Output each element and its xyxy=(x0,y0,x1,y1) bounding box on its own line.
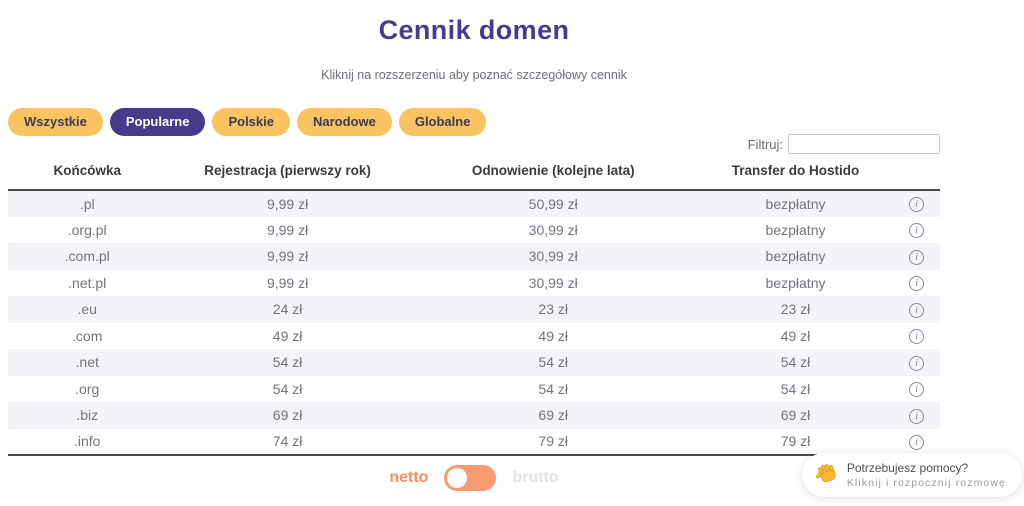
tab-popularne[interactable]: Popularne xyxy=(109,108,206,136)
netto-label: netto xyxy=(389,469,429,486)
table-row[interactable]: .org.pl 9,99 zł 30,99 zł bezpłatny i xyxy=(8,217,940,244)
info-icon[interactable]: i xyxy=(909,197,925,213)
transfer-cell: 49 zł xyxy=(780,327,811,344)
domain-price-table: Końcówka Rejestracja (pierwszy rok) Odno… xyxy=(8,159,940,456)
filter-row: Filtruj: xyxy=(8,133,940,155)
registration-cell: 9,99 zł xyxy=(266,274,309,291)
info-icon[interactable]: i xyxy=(909,302,925,318)
registration-cell: 9,99 zł xyxy=(166,190,409,217)
filter-input[interactable] xyxy=(788,134,940,154)
registration-cell: 74 zł xyxy=(166,428,409,456)
info-cell: i xyxy=(893,323,940,350)
chat-text: Potrzebujesz pomocy? Kliknij i rozpoczni… xyxy=(847,461,1006,489)
table-header-row: Końcówka Rejestracja (pierwszy rok) Odno… xyxy=(8,159,940,191)
info-icon[interactable]: i xyxy=(909,382,925,398)
extension-cell: .org xyxy=(75,380,100,397)
info-icon[interactable]: i xyxy=(909,408,925,424)
chat-subline: Kliknij i rozpocznij rozmowę xyxy=(846,477,1006,489)
table-row[interactable]: .com 49 zł 49 zł 49 zł i xyxy=(8,323,940,350)
info-icon[interactable]: i xyxy=(909,355,925,371)
content-container: Cennik domen Kliknij na rozszerzeniu aby… xyxy=(8,0,940,491)
info-icon[interactable]: i xyxy=(909,223,925,239)
transfer-cell: 54 zł xyxy=(697,349,894,376)
table-row[interactable]: .com.pl 9,99 zł 30,99 zł bezpłatny i xyxy=(8,243,940,270)
page-title: Cennik domen xyxy=(378,15,570,45)
header-renewal: Odnowienie (kolejne lata) xyxy=(408,159,698,191)
table-row[interactable]: .net.pl 9,99 zł 30,99 zł bezpłatny i xyxy=(8,270,940,297)
table-row[interactable]: .net 54 zł 54 zł 54 zł i xyxy=(8,349,940,376)
tab-globalne[interactable]: Globalne xyxy=(398,108,487,136)
renewal-cell: 30,99 zł xyxy=(528,221,578,238)
transfer-cell: 79 zł xyxy=(697,428,894,456)
toggle-knob[interactable] xyxy=(447,468,468,488)
info-cell: i xyxy=(893,270,940,297)
page-subtitle: Kliknij na rozszerzeniu aby poznać szcze… xyxy=(321,68,627,82)
registration-cell: 54 zł xyxy=(166,349,409,376)
info-icon[interactable]: i xyxy=(909,249,925,265)
renewal-cell: 69 zł xyxy=(408,402,698,429)
info-cell: i xyxy=(893,243,940,270)
vat-toggle-row: netto brutto xyxy=(8,465,940,491)
extension-cell: .biz xyxy=(8,402,167,429)
transfer-cell: 69 zł xyxy=(697,402,894,429)
info-cell: i xyxy=(893,402,940,429)
extension-cell: .net.pl xyxy=(68,274,107,291)
header-extension: Końcówka xyxy=(8,159,167,191)
registration-cell: 54 zł xyxy=(272,380,303,397)
category-tabs: Wszystkie Popularne Polskie Narodowe Globaln… xyxy=(8,108,940,136)
transfer-cell: bezpłatny xyxy=(765,221,826,238)
tab-narodowe[interactable]: Narodowe xyxy=(296,108,392,136)
transfer-cell: 23 zł xyxy=(697,296,894,323)
header-info xyxy=(893,159,940,191)
registration-cell: 24 zł xyxy=(166,296,409,323)
chat-headline: Potrzebujesz pomocy? xyxy=(846,461,969,475)
extension-cell: .pl xyxy=(8,190,167,217)
tab-wszystkie[interactable]: Wszystkie xyxy=(8,108,103,136)
registration-cell: 69 zł xyxy=(166,402,409,429)
renewal-cell: 30,99 zł xyxy=(528,274,578,291)
registration-cell: 9,99 zł xyxy=(266,221,309,238)
table-row[interactable]: .pl 9,99 zł 50,99 zł bezpłatny i xyxy=(8,190,940,217)
transfer-cell: 54 zł xyxy=(780,380,811,397)
renewal-cell: 23 zł xyxy=(408,296,698,323)
tab-polskie[interactable]: Polskie xyxy=(212,108,290,136)
extension-cell: .info xyxy=(8,428,167,456)
transfer-cell: bezpłatny xyxy=(697,243,894,270)
info-icon[interactable]: i xyxy=(909,434,925,450)
table-row[interactable]: .org 54 zł 54 zł 54 zł i xyxy=(8,376,940,403)
renewal-cell: 54 zł xyxy=(538,380,568,397)
registration-cell: 9,99 zł xyxy=(166,243,409,270)
renewal-cell: 49 zł xyxy=(538,327,568,344)
table-row[interactable]: .eu 24 zł 23 zł 23 zł i xyxy=(8,296,940,323)
extension-cell: .net xyxy=(8,349,167,376)
header-registration: Rejestracja (pierwszy rok) xyxy=(166,159,409,191)
info-cell: i xyxy=(893,296,940,323)
netto-brutto-toggle[interactable] xyxy=(444,465,497,491)
brutto-label: brutto xyxy=(512,469,559,486)
chat-widget[interactable]: Potrzebujesz pomocy? Kliknij i rozpoczni… xyxy=(801,453,1022,497)
transfer-cell: bezpłatny xyxy=(697,190,894,217)
info-cell: i xyxy=(893,217,940,244)
info-icon[interactable]: i xyxy=(909,329,925,345)
header-transfer: Transfer do Hostido xyxy=(697,159,894,191)
table-row[interactable]: .info 74 zł 79 zł 79 zł i xyxy=(8,428,940,456)
info-cell: i xyxy=(893,349,940,376)
transfer-cell: bezpłatny xyxy=(765,274,826,291)
extension-cell: .eu xyxy=(8,296,167,323)
renewal-cell: 30,99 zł xyxy=(408,243,698,270)
info-icon[interactable]: i xyxy=(909,276,925,292)
renewal-cell: 50,99 zł xyxy=(408,190,698,217)
extension-cell: .com xyxy=(72,327,103,344)
registration-cell: 49 zł xyxy=(272,327,303,344)
info-cell: i xyxy=(893,376,940,403)
table-row[interactable]: .biz 69 zł 69 zł 69 zł i xyxy=(8,402,940,429)
info-cell: i xyxy=(893,428,940,456)
renewal-cell: 54 zł xyxy=(408,349,698,376)
renewal-cell: 79 zł xyxy=(408,428,698,456)
filter-label: Filtruj: xyxy=(747,136,783,152)
extension-cell: .com.pl xyxy=(8,243,167,270)
waving-hand-icon xyxy=(815,464,836,483)
info-cell: i xyxy=(893,190,940,217)
extension-cell: .org.pl xyxy=(67,221,107,238)
